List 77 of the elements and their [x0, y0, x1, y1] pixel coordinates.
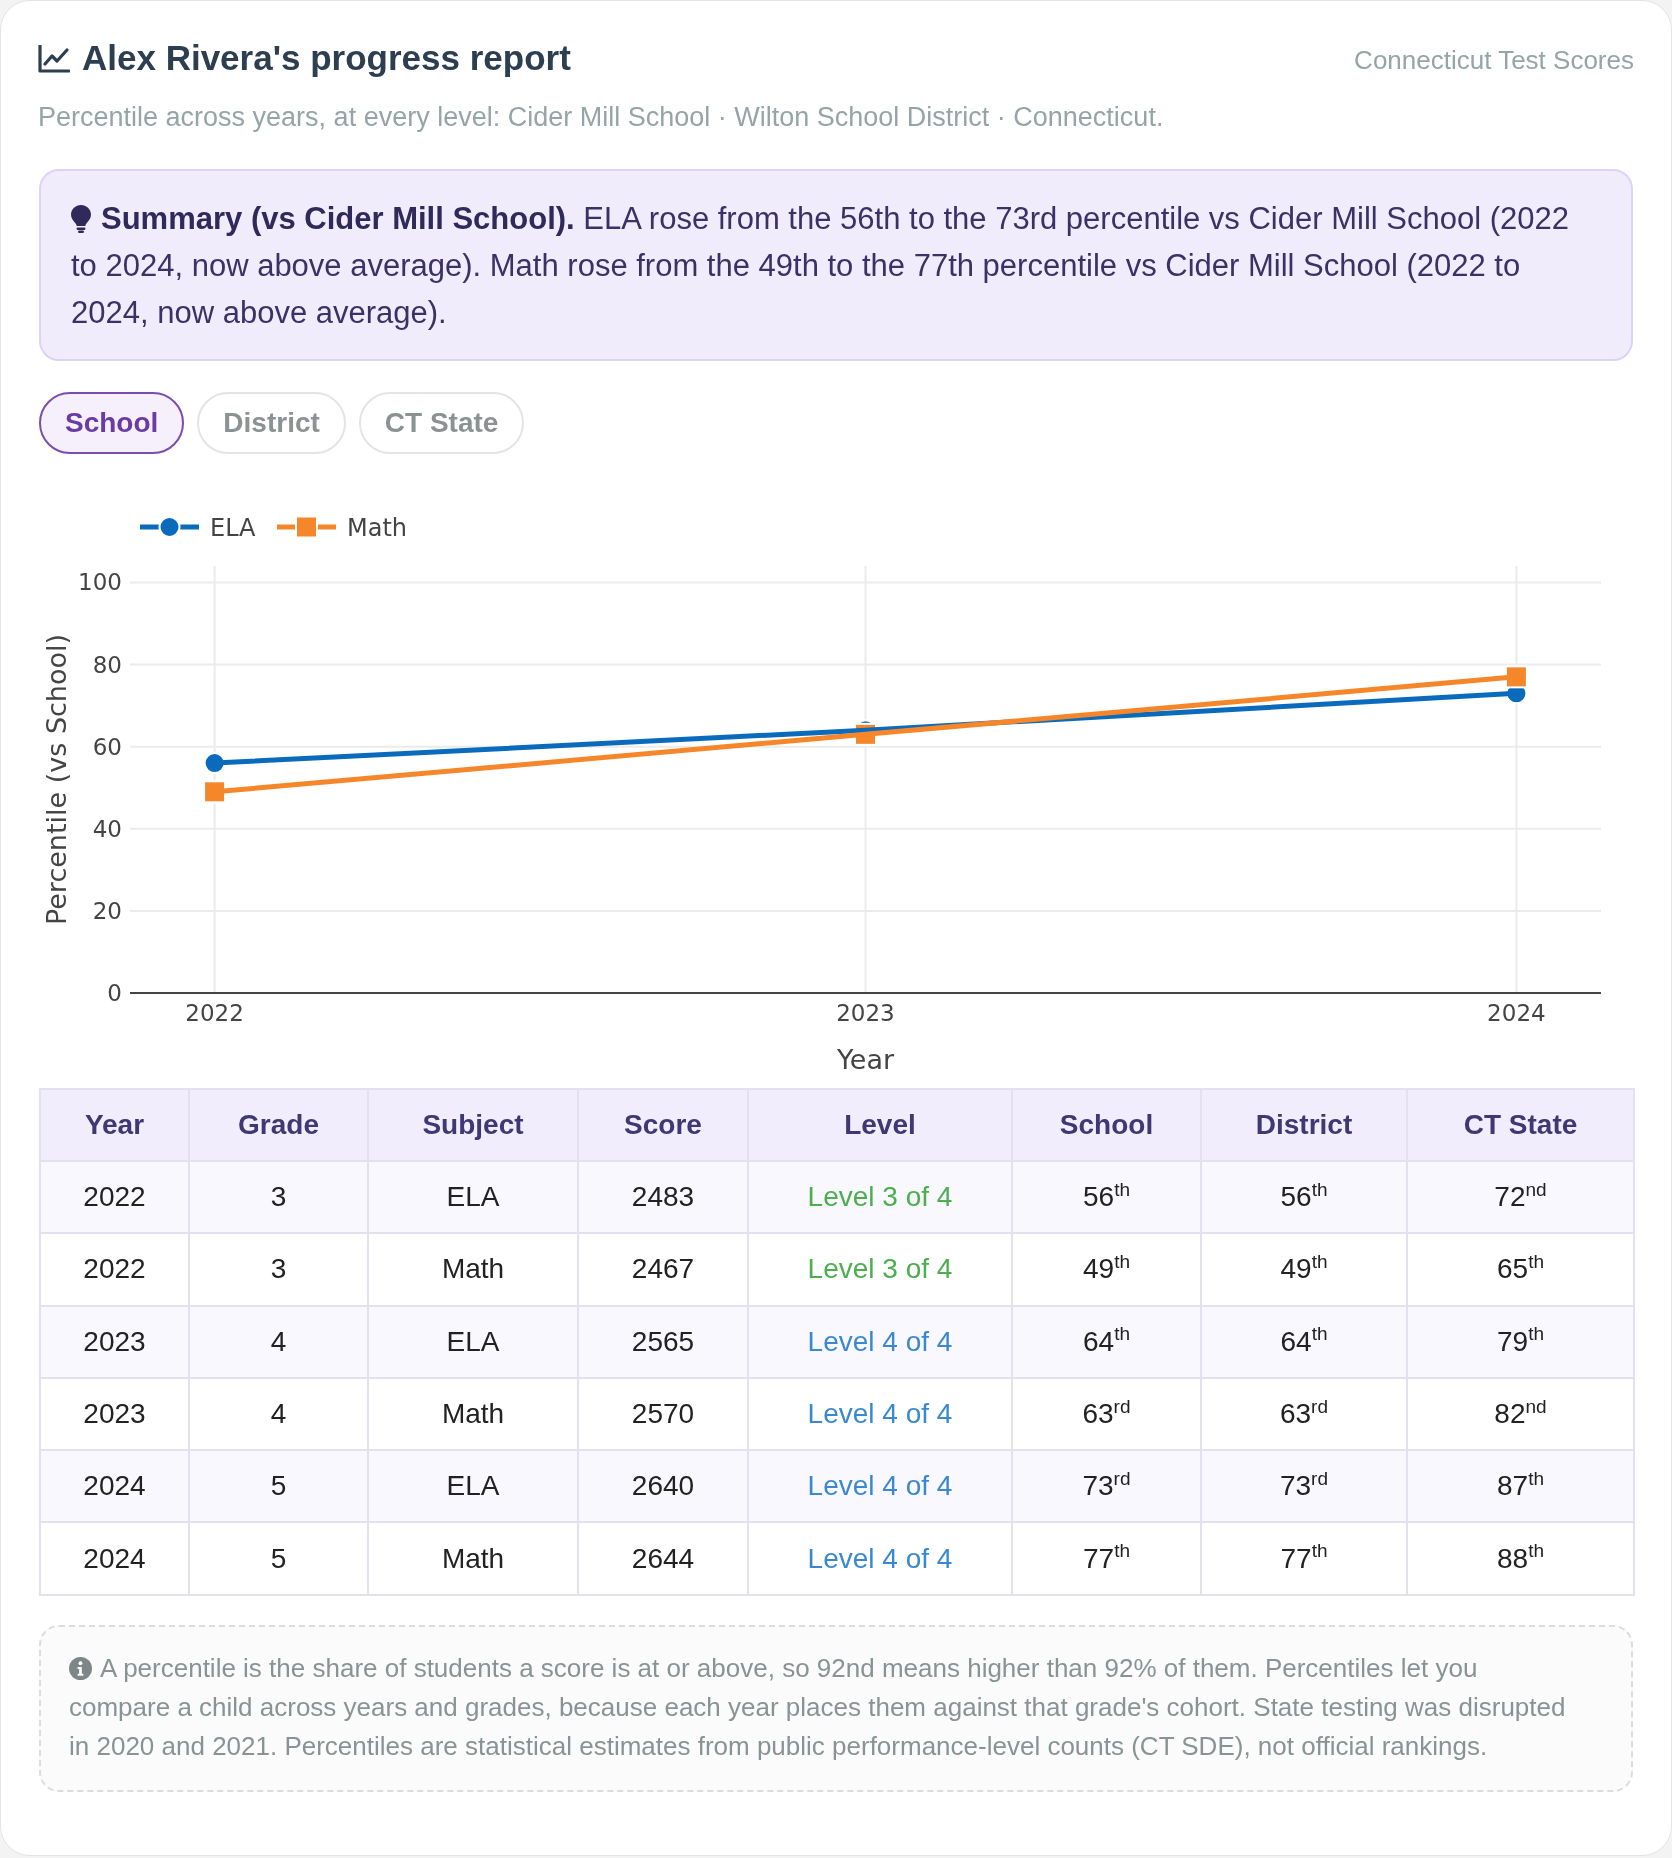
y-tick-label: 20	[92, 897, 122, 924]
text: 63$^{rd}$	[1082, 1395, 1131, 1430]
text: 56$^{th}$	[1082, 1178, 1131, 1213]
text: 65$^{th}$	[1496, 1250, 1545, 1285]
text: 49$^{th}$	[1280, 1250, 1328, 1285]
text: Level 4 of 4	[807, 1325, 953, 1357]
category-label: Year	[40, 1089, 189, 1161]
tab-button[interactable]: District	[197, 392, 346, 454]
x-tick-label: 2024	[1487, 1000, 1546, 1026]
text: 2483	[631, 1181, 695, 1213]
text: ELA	[446, 1181, 500, 1213]
text: 79$^{th}$	[1496, 1323, 1545, 1357]
text: Level 3 of 4	[807, 1181, 953, 1213]
x-tick-label: 2023	[836, 1000, 895, 1026]
text: 2570	[631, 1398, 695, 1430]
y-axis-title: Percentile (vs School)	[41, 633, 72, 926]
text: 72$^{nd}$	[1494, 1178, 1547, 1213]
text: Level 4 of 4	[807, 1542, 953, 1574]
y-tick-label: 60	[92, 733, 122, 760]
text: 77$^{th}$	[1082, 1540, 1131, 1574]
tab-button[interactable]: CT State	[358, 392, 525, 454]
text: 2640	[631, 1470, 695, 1502]
category-label: Grade	[189, 1089, 368, 1161]
y-tick-label: 40	[92, 815, 122, 842]
text: 3	[270, 1253, 287, 1285]
legend-label: Math	[347, 513, 408, 542]
text: 2024	[83, 1542, 146, 1574]
text: Level 4 of 4	[807, 1470, 953, 1502]
text: 87$^{th}$	[1496, 1467, 1545, 1502]
text: 2022	[83, 1181, 146, 1213]
text: 2644	[631, 1542, 695, 1574]
text: 4	[270, 1398, 287, 1430]
text: 2467	[631, 1253, 695, 1285]
text: 2024	[83, 1470, 146, 1502]
text: 88$^{th}$	[1496, 1540, 1545, 1574]
y-tick-label: 80	[92, 651, 122, 678]
text: 2565	[631, 1325, 695, 1357]
text: 64$^{th}$	[1280, 1323, 1328, 1357]
text: 5	[270, 1542, 287, 1574]
category-label: District	[1201, 1089, 1407, 1161]
y-tick-label: 0	[107, 980, 122, 1006]
tab-button[interactable]: School	[39, 392, 185, 454]
text: 49$^{th}$	[1082, 1250, 1131, 1285]
chart-title: Alex Rivera's progress report	[82, 37, 571, 79]
category-label: CT State	[1407, 1089, 1634, 1161]
text: Summary (vs Cider Mill School). ELA rose from the 56th to the 73rd percentile vs Cider Mill School (2022 to 2024, now above average). Math rose from the 49th to the 77th percentile vs Cider Mill School (2022 to 2024, now above average).	[71, 201, 1569, 330]
text: Math	[441, 1398, 505, 1430]
text: 2023	[83, 1325, 146, 1357]
chart-subtitle: Percentile across years, at every level: Cider Mill School · Wilton School District · Connecticut.	[38, 101, 1164, 134]
text: 2023	[83, 1398, 146, 1430]
text: Connecticut Test Scores	[1354, 44, 1634, 76]
text: ELA	[446, 1470, 500, 1502]
legend-label: ELA	[210, 513, 257, 542]
text: 56$^{th}$	[1280, 1178, 1328, 1213]
category-label: Score	[578, 1089, 748, 1161]
text: Level 3 of 4	[807, 1253, 953, 1285]
category-label: Level	[748, 1089, 1012, 1161]
text: 73$^{rd}$	[1082, 1467, 1131, 1502]
text: 77$^{th}$	[1280, 1540, 1328, 1574]
text: Math	[441, 1253, 505, 1285]
text: 73$^{rd}$	[1279, 1467, 1329, 1502]
text: 2022	[83, 1253, 146, 1285]
text: 3	[270, 1181, 287, 1213]
text: 63$^{rd}$	[1279, 1395, 1329, 1430]
text: 5	[270, 1470, 287, 1502]
text: A percentile is the share of students a score is at or above, so 92nd means higher than 92% of them. Percentiles let you compare a child across years and grades, because each year places them against that grade's cohort. State testing was disrupted in 2020 and 2021. Percentiles are statistical estimates from public performance-level counts (CT SDE), not official rankings.	[69, 1652, 1567, 1763]
text: 64$^{th}$	[1082, 1323, 1131, 1357]
category-label: School	[1012, 1089, 1201, 1161]
x-axis-title: Year	[835, 1044, 895, 1075]
y-tick-label: 100	[78, 569, 122, 596]
text: ELA	[446, 1325, 500, 1357]
x-tick-label: 2022	[185, 1000, 244, 1026]
text: 4	[270, 1325, 287, 1357]
text: Math	[441, 1542, 505, 1574]
text: Level 4 of 4	[807, 1398, 953, 1430]
text: 82$^{nd}$	[1494, 1395, 1547, 1430]
category-label: Subject	[368, 1089, 578, 1161]
